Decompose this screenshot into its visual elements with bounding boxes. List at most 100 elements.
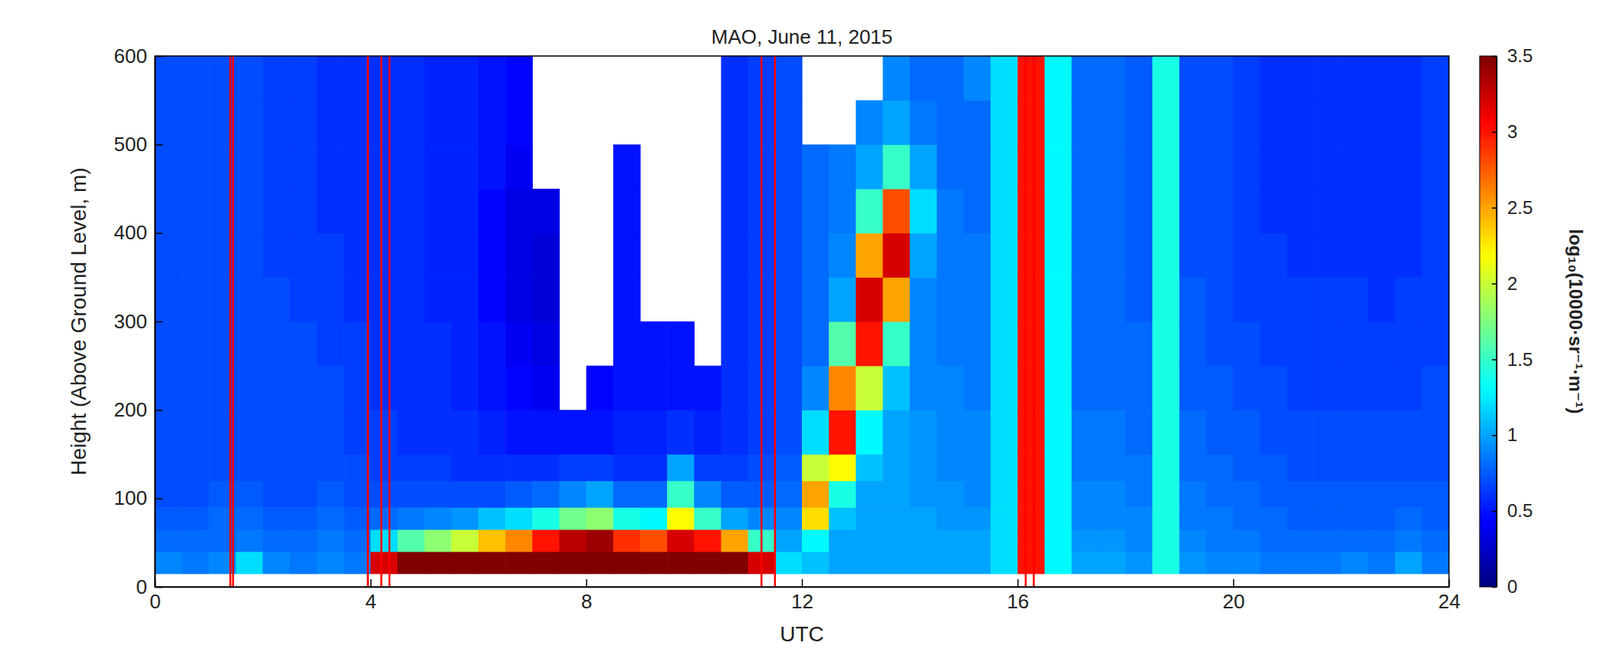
heat-cell bbox=[693, 551, 722, 574]
heat-cell bbox=[963, 528, 992, 552]
heat-cell bbox=[910, 144, 938, 189]
heat-cell bbox=[640, 409, 668, 454]
heat-cell bbox=[721, 276, 750, 322]
heat-cell bbox=[801, 528, 830, 552]
heat-cell bbox=[855, 409, 884, 454]
heat-cell bbox=[883, 55, 911, 101]
heat-cell bbox=[990, 144, 1019, 189]
heat-cell bbox=[828, 276, 857, 322]
heat-cell bbox=[1314, 276, 1342, 322]
heat-cell bbox=[936, 100, 965, 145]
heat-cell bbox=[990, 55, 1019, 101]
heat-cell bbox=[828, 144, 857, 189]
heat-cell bbox=[828, 453, 857, 481]
heat-cell bbox=[613, 188, 641, 234]
tick-label: 1 bbox=[1507, 423, 1518, 445]
heat-cell bbox=[181, 321, 210, 366]
heat-cell bbox=[910, 453, 938, 481]
heat-cell bbox=[801, 365, 830, 411]
tick-label: 3 bbox=[1507, 121, 1518, 142]
tick-label: 2 bbox=[1507, 272, 1518, 294]
heat-cell bbox=[1422, 506, 1449, 529]
heat-cell bbox=[478, 188, 506, 234]
heat-cell bbox=[1125, 365, 1154, 411]
heat-cell bbox=[910, 551, 938, 574]
heat-cell bbox=[289, 528, 318, 552]
heat-cell bbox=[1125, 480, 1154, 508]
heat-cell bbox=[1098, 321, 1127, 366]
heat-cell bbox=[801, 409, 830, 454]
heat-cell bbox=[910, 188, 938, 234]
heat-cell bbox=[855, 453, 884, 481]
heat-cell bbox=[397, 276, 426, 322]
heat-cell bbox=[1179, 480, 1207, 508]
heat-cell bbox=[1340, 506, 1369, 529]
heat-cell bbox=[1287, 551, 1315, 574]
tick-label: 2.5 bbox=[1507, 197, 1533, 218]
heat-cell bbox=[1422, 188, 1449, 234]
heat-cell bbox=[775, 144, 803, 189]
tick-mark bbox=[1491, 55, 1497, 58]
heat-cell bbox=[1125, 233, 1154, 278]
heat-cell bbox=[1422, 480, 1449, 508]
heat-cell bbox=[559, 409, 588, 454]
heat-cell bbox=[1395, 276, 1423, 322]
heat-cell bbox=[532, 321, 560, 366]
event-line bbox=[760, 55, 763, 587]
heat-cell bbox=[775, 480, 803, 508]
heat-cell bbox=[613, 365, 641, 411]
heat-cell bbox=[236, 321, 264, 366]
tick-label: 8 bbox=[581, 589, 592, 613]
heat-cell bbox=[910, 233, 938, 278]
heat-cell bbox=[1314, 144, 1342, 189]
heat-cell bbox=[1152, 453, 1180, 481]
heat-cell bbox=[963, 480, 992, 508]
heat-cell bbox=[640, 321, 668, 366]
heat-cell bbox=[451, 453, 480, 481]
tick-label: 0 bbox=[136, 574, 148, 598]
axis-line bbox=[1496, 56, 1499, 588]
heat-cell bbox=[370, 528, 398, 552]
heat-cell bbox=[289, 409, 318, 454]
heat-cell bbox=[910, 276, 938, 322]
heat-cell bbox=[883, 233, 911, 278]
heat-cell bbox=[505, 276, 533, 322]
heat-cell bbox=[397, 55, 426, 101]
heat-cell bbox=[181, 453, 210, 481]
heat-cell bbox=[1125, 276, 1154, 322]
heat-cell bbox=[936, 276, 965, 322]
heat-cell bbox=[1340, 100, 1369, 145]
heat-cell bbox=[1287, 55, 1315, 101]
heat-cell bbox=[316, 365, 345, 411]
plot-background bbox=[154, 55, 1449, 587]
heat-cell bbox=[1044, 55, 1073, 101]
event-line bbox=[1025, 55, 1028, 587]
heat-cell bbox=[828, 551, 857, 574]
heat-cell bbox=[1071, 453, 1100, 481]
heat-cell bbox=[1233, 551, 1262, 574]
tick-mark bbox=[1017, 578, 1019, 587]
heat-cell bbox=[1422, 276, 1449, 322]
tick-mark bbox=[1491, 206, 1497, 209]
heat-cell bbox=[990, 100, 1019, 145]
heat-cell bbox=[1422, 528, 1449, 552]
heat-cell bbox=[478, 453, 506, 481]
heat-cell bbox=[262, 506, 291, 529]
tick-mark bbox=[801, 578, 804, 587]
heat-cell bbox=[1152, 188, 1180, 234]
heat-cell bbox=[1368, 233, 1397, 278]
heat-cell bbox=[1233, 365, 1262, 411]
heat-cell bbox=[478, 551, 506, 574]
heat-cell bbox=[1422, 144, 1449, 189]
heat-cell bbox=[316, 453, 345, 481]
heat-cell bbox=[1017, 321, 1045, 366]
heat-cell bbox=[424, 480, 453, 508]
heat-cell bbox=[181, 100, 210, 145]
heat-cell bbox=[532, 276, 560, 322]
heat-cell bbox=[883, 506, 911, 529]
heat-cell bbox=[370, 409, 398, 454]
heat-cell bbox=[1260, 55, 1288, 101]
heat-cell bbox=[910, 100, 938, 145]
heat-cell bbox=[451, 188, 480, 234]
heat-cell bbox=[775, 506, 803, 529]
